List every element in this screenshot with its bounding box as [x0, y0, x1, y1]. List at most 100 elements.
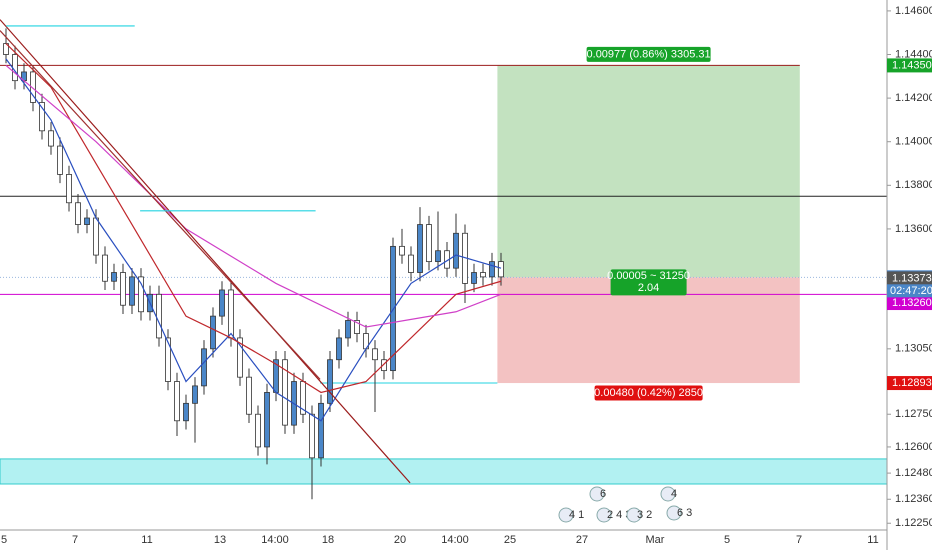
candle-body — [381, 359, 387, 372]
event-icon — [660, 486, 676, 502]
y-tick-label: 1.12750 — [895, 408, 932, 420]
price-label-box — [887, 296, 932, 311]
price-label-text: 1.13373 — [892, 272, 932, 284]
candle-body — [489, 261, 495, 278]
event-label: 4 — [671, 488, 677, 500]
position-label: 0.00977 (0.86%) 3305.31 — [586, 46, 711, 62]
x-tick-label: 7 — [72, 534, 78, 546]
candle-body — [93, 217, 99, 256]
candle-body — [399, 245, 405, 256]
price-label: 1.13260 — [887, 296, 932, 311]
candle-body — [480, 272, 486, 278]
event-label: 6 — [600, 488, 606, 500]
candle-body — [12, 54, 18, 82]
target-text: 0.00977 (0.86%) 3305.31 — [587, 48, 711, 60]
candle-body — [57, 145, 63, 175]
candle-body — [282, 359, 288, 426]
candle-body — [498, 261, 504, 278]
price-label-text: 1.14350 — [892, 59, 932, 71]
label-box — [594, 385, 703, 401]
label-box — [586, 46, 711, 62]
event-label: 6 3 — [677, 507, 692, 519]
price-label: 1.13373 — [887, 271, 932, 286]
ratio-text: 2.04 — [638, 282, 659, 294]
price-label-box — [887, 58, 932, 73]
event-icon — [666, 505, 682, 521]
event-icon — [626, 507, 642, 523]
candle-body — [255, 413, 261, 448]
candle-body — [246, 376, 252, 415]
event-label: 3 2 — [637, 509, 652, 521]
label-box — [610, 269, 687, 296]
x-tick-label: 11 — [141, 534, 152, 546]
candle-body — [336, 337, 342, 361]
x-tick-label: 27 — [576, 534, 588, 546]
event-icon — [596, 507, 612, 523]
candle-body — [174, 381, 180, 422]
price-label: 1.12893 — [887, 376, 932, 391]
candle-body — [84, 217, 90, 225]
y-tick-label: 1.12250 — [895, 517, 932, 529]
candle-body — [417, 224, 423, 273]
price-label-text: 1.12893 — [892, 377, 932, 389]
candle-body — [129, 276, 135, 306]
candle-body — [228, 289, 234, 339]
candle-body — [39, 102, 45, 132]
candle-body — [156, 293, 162, 339]
indicator-line — [0, 19, 411, 484]
candle-body — [30, 71, 36, 103]
x-tick-label: 14:00 — [261, 534, 289, 546]
candle-body — [309, 413, 315, 459]
indicator-line — [0, 30, 321, 380]
candle-body — [318, 402, 324, 459]
x-tick-label: 18 — [322, 534, 334, 546]
indicator-line — [5, 64, 502, 328]
x-tick-label: 5 — [724, 534, 730, 546]
x-tick-label: 13 — [214, 534, 226, 546]
candle-body — [111, 272, 117, 282]
y-tick-label: 1.12360 — [895, 493, 932, 505]
price-label: 1.14350 — [887, 58, 932, 73]
candle-body — [471, 272, 477, 284]
candle-body — [138, 276, 144, 313]
event-label: 4 1 — [569, 509, 584, 521]
candle-body — [408, 254, 414, 273]
x-tick-label: 5 — [1, 534, 7, 546]
countdown-text: 02:47:20 — [890, 285, 932, 297]
event-icon — [589, 486, 605, 502]
x-tick-label: 7 — [796, 534, 802, 546]
y-tick-label: 1.14400 — [895, 48, 932, 60]
x-tick-label: 14:00 — [441, 534, 469, 546]
candle-body — [66, 174, 72, 204]
stop-text: 0.00480 (0.42%) 2850 — [594, 387, 703, 399]
candle-body — [183, 402, 189, 422]
candle-body — [435, 250, 441, 263]
candle-body — [120, 272, 126, 306]
candle-body — [219, 289, 225, 317]
x-tick-label: Mar — [646, 534, 665, 546]
x-tick-label: 20 — [394, 534, 406, 546]
price-label-text: 1.13260 — [892, 297, 932, 309]
y-tick-label: 1.13050 — [895, 343, 932, 355]
countdown: 02:47:20 — [887, 284, 932, 298]
candle-body — [75, 202, 81, 225]
price-label-box — [887, 376, 932, 391]
y-tick-label: 1.13800 — [895, 179, 932, 191]
y-tick-label: 1.14200 — [895, 92, 932, 104]
profit-zone — [497, 65, 800, 278]
indicator-line — [5, 43, 502, 394]
x-tick-label: 11 — [867, 534, 878, 546]
candle-body — [426, 224, 432, 263]
entry-text: 0.00005 ~ 31250 — [607, 270, 690, 282]
price-label-box — [887, 271, 932, 286]
candle-body — [327, 359, 333, 404]
candle-body — [165, 337, 171, 382]
y-tick-label: 1.14600 — [895, 5, 932, 17]
position-label: 0.00480 (0.42%) 2850 — [594, 385, 703, 401]
countdown-box — [887, 284, 932, 298]
candle-body — [201, 348, 207, 387]
support-zone — [0, 458, 888, 485]
candle-body — [210, 315, 216, 350]
